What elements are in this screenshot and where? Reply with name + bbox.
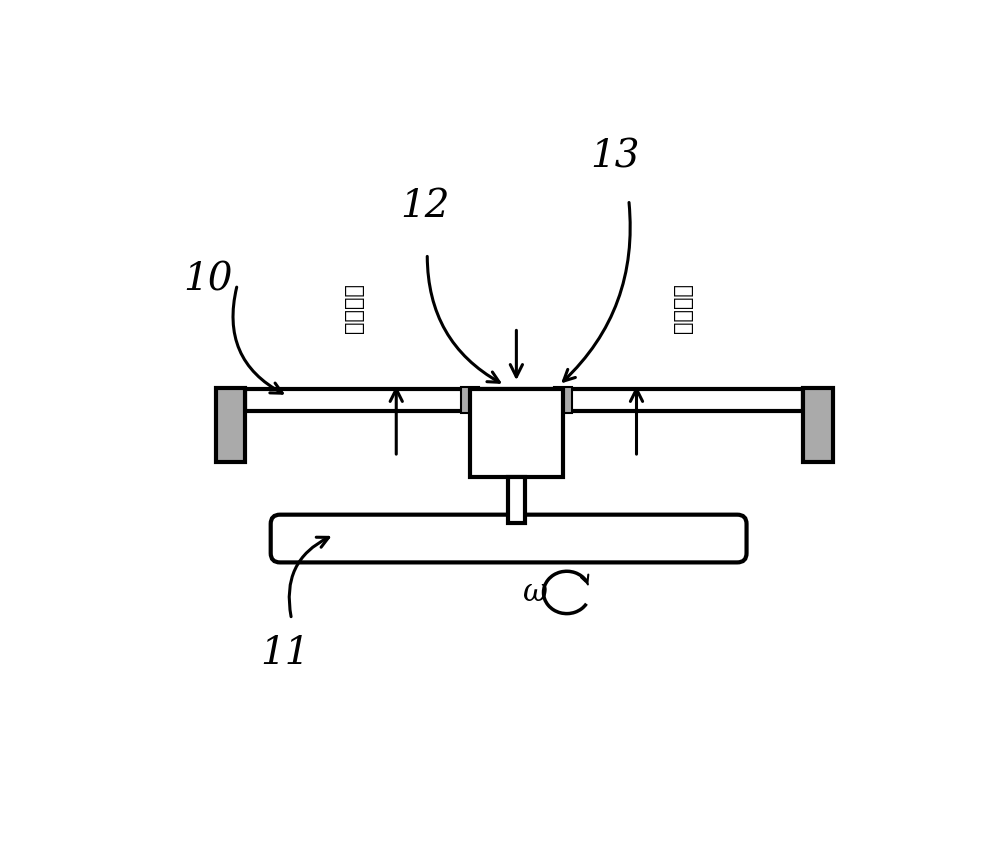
Text: 气流方向: 气流方向 bbox=[673, 282, 693, 332]
Bar bbox=[554, 387, 572, 413]
Bar bbox=[470, 389, 563, 477]
Bar bbox=[216, 388, 245, 461]
Text: 13: 13 bbox=[590, 138, 640, 175]
Bar bbox=[803, 388, 833, 461]
FancyBboxPatch shape bbox=[271, 514, 747, 562]
Text: ω: ω bbox=[522, 577, 547, 608]
Text: 10: 10 bbox=[183, 261, 233, 299]
Bar bbox=[245, 389, 803, 411]
Text: 气流方向: 气流方向 bbox=[344, 282, 364, 332]
Text: 11: 11 bbox=[261, 635, 310, 672]
Bar bbox=[508, 477, 525, 523]
Bar bbox=[461, 387, 479, 413]
Text: 12: 12 bbox=[400, 188, 450, 225]
